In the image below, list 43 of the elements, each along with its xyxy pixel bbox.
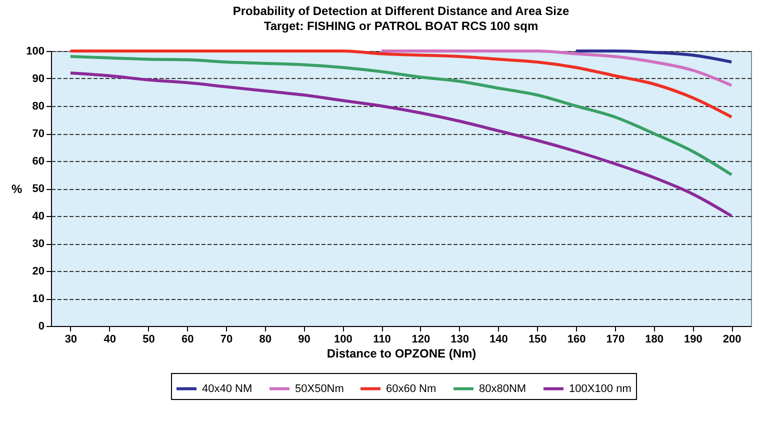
y-tick-label: 0 bbox=[38, 320, 44, 332]
x-tick-label: 140 bbox=[490, 334, 508, 346]
x-tick-label: 130 bbox=[450, 334, 470, 346]
y-tick-label: 20 bbox=[32, 266, 44, 278]
legend-label: 40x40 NM bbox=[202, 382, 252, 395]
line-series bbox=[380, 50, 734, 87]
y-tick-label: 40 bbox=[32, 210, 44, 222]
x-tick-label: 180 bbox=[645, 334, 664, 346]
line-series bbox=[68, 72, 734, 218]
x-tick-label: 120 bbox=[412, 334, 430, 346]
line-series bbox=[574, 50, 734, 64]
y-tick-label: 90 bbox=[32, 73, 44, 85]
legend-label: 60x60 Nm bbox=[386, 382, 436, 395]
legend-label: 100X100 nm bbox=[569, 382, 632, 395]
legend-label: 80x80NM bbox=[479, 382, 526, 395]
x-tick-label: 70 bbox=[220, 334, 233, 346]
chart-title: Probability of Detection at Different Distance and Area Size bbox=[232, 4, 570, 18]
y-tick-label: 30 bbox=[32, 238, 44, 250]
x-tick-label: 30 bbox=[64, 334, 78, 346]
x-tick-label: 170 bbox=[606, 334, 625, 346]
chart-subtitle: Target: FISHING or PATROL BOAT RCS 100 sqm bbox=[264, 19, 538, 33]
y-axis-title: % bbox=[11, 182, 22, 196]
x-tick-label: 190 bbox=[684, 334, 702, 346]
x-tick-label: 50 bbox=[142, 334, 155, 346]
x-axis-title: Distance to OPZONE (Nm) bbox=[326, 346, 476, 360]
y-tick-label: 100 bbox=[26, 46, 44, 58]
x-tick-label: 150 bbox=[528, 334, 547, 346]
x-tick-label: 60 bbox=[181, 334, 194, 346]
y-tick-label: 80 bbox=[32, 100, 44, 112]
y-tick-label: 10 bbox=[32, 293, 44, 305]
legend-label: 50X50Nm bbox=[295, 382, 344, 395]
x-tick-label: 110 bbox=[373, 334, 391, 346]
y-tick-label: 50 bbox=[32, 183, 44, 195]
x-tick-label: 100 bbox=[334, 334, 352, 346]
line-series bbox=[68, 50, 734, 118]
x-tick-label: 200 bbox=[722, 334, 742, 346]
y-tick-label: 70 bbox=[32, 128, 44, 140]
line-series bbox=[68, 55, 734, 176]
y-tick-label: 60 bbox=[32, 156, 44, 168]
x-tick-label: 160 bbox=[567, 334, 586, 346]
x-tick-label: 90 bbox=[298, 334, 310, 346]
x-tick-label: 80 bbox=[259, 334, 272, 346]
x-tick-label: 40 bbox=[104, 334, 116, 346]
